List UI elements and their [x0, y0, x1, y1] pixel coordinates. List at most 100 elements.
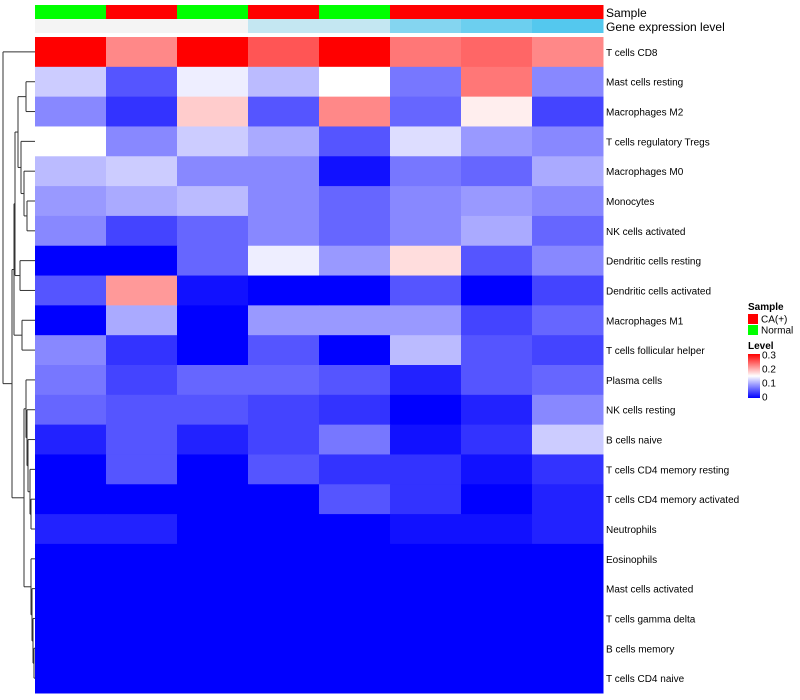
heatmap-cell — [319, 66, 391, 98]
heatmap-cell — [177, 394, 249, 426]
heatmap-cell — [106, 305, 178, 336]
heatmap-cell — [532, 275, 604, 306]
heatmap-cell — [35, 215, 107, 247]
heatmap-cell — [461, 335, 533, 366]
heatmap-cell — [532, 365, 604, 396]
annotation-label-expression: Gene expression level — [606, 20, 725, 34]
heatmap-cell — [248, 126, 320, 157]
row-label: B cells naive — [606, 436, 663, 447]
heatmap-cell — [106, 245, 178, 277]
legend-tick-label: 0.1 — [762, 379, 776, 390]
heatmap-cell — [177, 335, 249, 366]
expression-annotation-cell — [177, 19, 249, 33]
heatmap-cell — [106, 215, 178, 247]
heatmap-cell — [177, 66, 249, 98]
heatmap-cell — [461, 96, 533, 127]
heatmap-cell — [248, 186, 320, 217]
heatmap-cell — [532, 394, 604, 426]
heatmap-cell — [390, 543, 462, 575]
heatmap-cell — [177, 484, 249, 515]
heatmap-cell — [319, 186, 391, 217]
heatmap-cell — [177, 663, 249, 694]
legend-swatch — [748, 314, 758, 324]
heatmap-cell — [390, 424, 462, 455]
heatmap-cell — [35, 96, 107, 127]
row-label: Neutrophils — [606, 525, 657, 536]
heatmap-cell — [248, 245, 320, 277]
row-label: T cells CD4 memory resting — [606, 465, 729, 476]
heatmap-cell — [177, 424, 249, 455]
heatmap-cell — [177, 126, 249, 157]
heatmap-cell — [532, 663, 604, 694]
heatmap-cell — [106, 186, 178, 217]
heatmap-cell — [461, 424, 533, 455]
row-labels: T cells CD8 Mast cells resting Macrophages… — [606, 48, 739, 685]
heatmap-cell — [106, 156, 178, 187]
legend-tick-label: 0.2 — [762, 365, 776, 376]
heatmap-cell — [106, 543, 178, 575]
heatmap-cell — [390, 186, 462, 217]
legend-sample-title: Sample — [748, 302, 784, 313]
heatmap-cell — [177, 603, 249, 634]
row-dendrogram — [2, 51, 35, 679]
expression-annotation-cell — [319, 19, 391, 33]
heatmap-cell — [35, 514, 107, 545]
heatmap-cell — [532, 156, 604, 187]
heatmap-cell — [35, 424, 107, 455]
heatmap-cell — [35, 275, 107, 306]
heatmap-cell — [248, 275, 320, 306]
heatmap-cell — [461, 275, 533, 306]
legend: Sample CA(+)Normal Level 0.3 0.2 0.1 0 — [748, 302, 793, 404]
heatmap-cell — [532, 573, 604, 605]
heatmap-cell — [319, 245, 391, 277]
heatmap-cell — [532, 96, 604, 127]
row-label: Plasma cells — [606, 376, 662, 387]
row-label: Macrophages M0 — [606, 167, 684, 178]
heatmap-cell — [390, 394, 462, 426]
heatmap-cell — [177, 305, 249, 336]
heatmap-cell — [248, 156, 320, 187]
heatmap-cell — [177, 156, 249, 187]
expression-annotation-cell — [461, 19, 533, 33]
heatmap-cell — [177, 543, 249, 575]
heatmap-cell — [319, 603, 391, 634]
heatmap-cell — [35, 305, 107, 336]
row-label: T cells CD4 memory activated — [606, 495, 739, 506]
heatmap-cell — [35, 633, 107, 664]
heatmap-cell — [319, 424, 391, 455]
heatmap-cell — [461, 215, 533, 247]
heatmap-cell — [177, 573, 249, 605]
expression-annotation-cell — [248, 19, 320, 33]
heatmap-cell — [106, 335, 178, 366]
row-label: Dendritic cells activated — [606, 286, 711, 297]
heatmap-cell — [248, 573, 320, 605]
row-label: Dendritic cells resting — [606, 257, 701, 268]
heatmap-cell — [248, 96, 320, 127]
heatmap-cell — [319, 543, 391, 575]
heatmap-cell — [319, 514, 391, 545]
heatmap-cell — [106, 603, 178, 634]
heatmap-cell — [532, 37, 604, 68]
legend-sample-entries: CA(+)Normal — [748, 314, 793, 337]
heatmap-cell — [248, 305, 320, 336]
heatmap-cell — [106, 365, 178, 396]
heatmap-cell — [248, 484, 320, 515]
heatmap-cell — [532, 186, 604, 217]
heatmap-cell — [390, 156, 462, 187]
heatmap-cell — [248, 66, 320, 98]
heatmap-cell — [248, 365, 320, 396]
heatmap-cell — [532, 484, 604, 515]
heatmap-cell — [177, 633, 249, 664]
heatmap-cell — [390, 365, 462, 396]
heatmap-cell — [461, 514, 533, 545]
heatmap-cell — [390, 37, 462, 68]
heatmap-cell — [461, 156, 533, 187]
row-label: T cells CD4 naive — [606, 674, 685, 685]
heatmap-cell — [390, 245, 462, 277]
heatmap-cell — [319, 96, 391, 127]
expression-annotation-cell — [532, 19, 604, 33]
heatmap-cell — [319, 394, 391, 426]
legend-swatch — [748, 325, 758, 335]
heatmap-cell — [319, 215, 391, 247]
heatmap-cell — [390, 633, 462, 664]
